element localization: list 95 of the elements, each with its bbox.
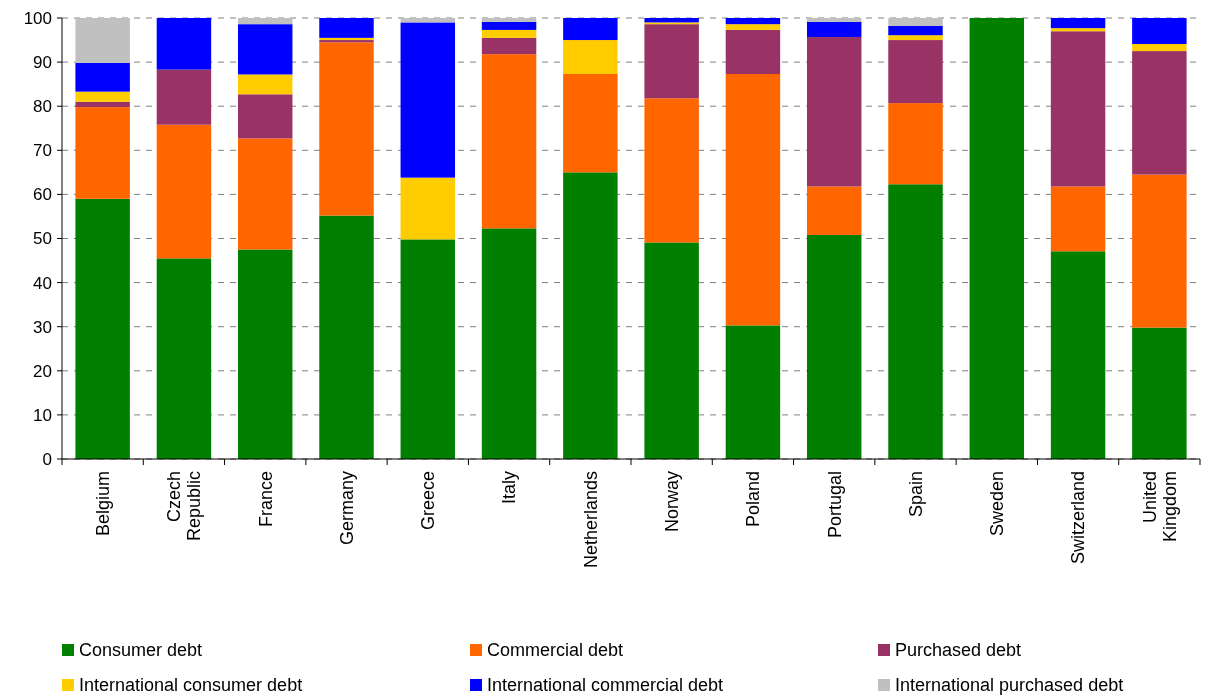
x-tick-label: France [255, 471, 276, 528]
bar [156, 18, 212, 70]
bar [725, 74, 781, 326]
x-tick-label: Belgium [92, 471, 113, 537]
bar [806, 18, 862, 22]
bar [1132, 18, 1187, 45]
legend-label: International consumer debt [79, 675, 303, 696]
bar [806, 234, 862, 459]
bar [481, 21, 537, 30]
bar [156, 124, 212, 259]
bar [563, 40, 618, 75]
legend-label: Purchased debt [895, 640, 1022, 661]
bar [481, 54, 537, 229]
bar [888, 25, 943, 36]
x-tick-label: Netherlands [580, 471, 601, 569]
legend-label: Consumer debt [79, 640, 203, 661]
bar [400, 239, 456, 459]
bar [156, 69, 212, 125]
bar [75, 91, 130, 102]
bar [644, 24, 699, 99]
bar [725, 24, 781, 30]
bar [725, 29, 781, 75]
bar [75, 62, 130, 92]
bar [563, 172, 618, 459]
x-tick-label: Norway [661, 471, 682, 533]
bar [319, 215, 374, 459]
bar [644, 98, 699, 243]
bar [1050, 31, 1106, 187]
bar [237, 18, 293, 25]
x-tick-label: Portugal [824, 471, 845, 539]
bar [888, 35, 943, 41]
y-tick-label: 10 [33, 405, 52, 425]
x-tick-label: Sweden [987, 471, 1008, 537]
bar [237, 249, 293, 459]
bar [75, 107, 130, 199]
y-tick-label: 50 [33, 229, 52, 249]
x-tick-label: United Kingdom [1139, 471, 1180, 543]
bar [1132, 174, 1187, 328]
legend-label: Commercial debt [487, 640, 624, 661]
bar [400, 18, 456, 23]
bar [806, 186, 862, 235]
bar [969, 18, 1025, 459]
x-tick-label: Italy [499, 471, 520, 505]
bar [481, 37, 537, 55]
bar [319, 42, 374, 216]
bar [156, 258, 212, 459]
bar [563, 18, 618, 41]
x-tick-label: Greece [418, 471, 439, 531]
bar [237, 94, 293, 139]
x-tick-label: Switzerland [1068, 471, 1089, 565]
bar [806, 36, 862, 187]
x-tick-label: Germany [336, 471, 357, 546]
bar [888, 103, 943, 185]
bar [1132, 51, 1187, 175]
bar [1132, 44, 1187, 52]
x-tick-label: Czech Republic [164, 471, 205, 542]
legend-label: International purchased debt [895, 675, 1124, 696]
bar [481, 29, 537, 38]
bar [1050, 251, 1106, 459]
bar [75, 101, 130, 108]
y-tick-label: 0 [42, 449, 52, 469]
bar [237, 74, 293, 95]
bar [400, 177, 456, 240]
bar [75, 198, 130, 459]
bar [806, 21, 862, 37]
bar [75, 18, 130, 63]
y-tick-label: 20 [33, 361, 52, 381]
bar [481, 18, 537, 22]
bar [319, 18, 374, 38]
bar [400, 22, 456, 178]
bar [888, 40, 943, 104]
y-tick-label: 30 [33, 317, 52, 337]
bar [644, 18, 699, 23]
bar [1050, 28, 1106, 32]
y-tick-label: 70 [33, 141, 52, 161]
bar [1050, 18, 1106, 29]
bar [725, 325, 781, 459]
x-tick-label: Poland [743, 471, 764, 528]
x-tick-label: Spain [905, 471, 926, 518]
y-tick-label: 80 [33, 97, 52, 117]
bar [237, 24, 293, 75]
bar [888, 18, 943, 26]
y-tick-label: 40 [33, 273, 52, 293]
y-tick-label: 100 [23, 8, 52, 28]
y-tick-label: 60 [33, 185, 52, 205]
legend-label: International commercial debt [487, 675, 724, 696]
bar [481, 228, 537, 459]
bar [1050, 186, 1106, 252]
bar [725, 18, 781, 25]
y-tick-label: 90 [33, 53, 52, 73]
bar [237, 138, 293, 250]
bar [888, 184, 943, 459]
bar [1132, 327, 1187, 459]
bar [563, 74, 618, 173]
bar [644, 242, 699, 459]
